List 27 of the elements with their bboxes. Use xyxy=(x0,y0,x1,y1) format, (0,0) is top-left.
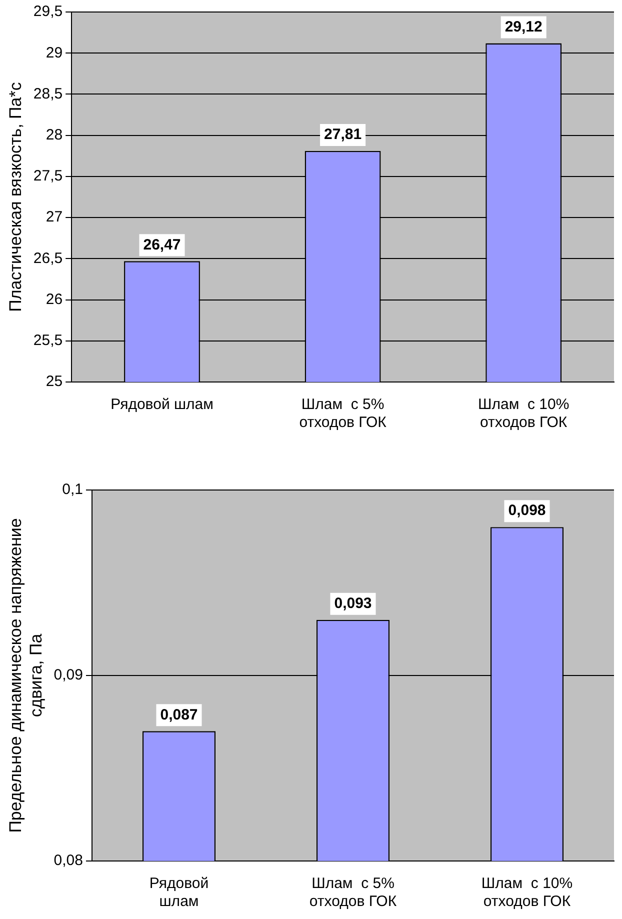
y-tick-label: 29 xyxy=(46,44,63,62)
data-label: 0,087 xyxy=(160,706,198,724)
x-tick-label: Рядовой шлам xyxy=(149,875,209,910)
data-label: 0,093 xyxy=(334,594,372,612)
x-tick-label: Рядовой шлам xyxy=(110,396,214,414)
y-axis-title: Предельное динамическое напряжение сдвига, Па xyxy=(6,518,46,833)
y-tick-label: 26,5 xyxy=(33,250,63,267)
y-tick-label: 26 xyxy=(46,290,63,308)
y-tick-label: 27,5 xyxy=(33,168,63,185)
y-tick-label: 28 xyxy=(46,126,63,144)
data-label: 26,47 xyxy=(143,236,181,254)
y-tick-label: 25,5 xyxy=(33,332,63,350)
data-label: 27,81 xyxy=(324,126,362,144)
y-tick-label: 28,5 xyxy=(33,85,63,102)
x-tick-label: Шлам с 5% отходов ГОК xyxy=(309,875,397,910)
y-tick-label: 25 xyxy=(46,373,63,390)
y-tick-label: 0,08 xyxy=(54,852,83,870)
data-label: 29,12 xyxy=(504,18,542,36)
y-tick-label: 0,1 xyxy=(62,481,83,498)
y-axis-title: Пластическая вязкость, Па*с xyxy=(6,82,25,312)
x-tick-label: Шлам с 10% отходов ГОК xyxy=(481,875,573,910)
y-tick-label: 0,09 xyxy=(54,666,83,684)
x-tick-label: Шлам с 10% отходов ГОК xyxy=(478,396,570,432)
y-tick-label: 29,5 xyxy=(33,3,63,20)
y-tick-label: 27 xyxy=(46,208,63,226)
x-tick-label: Шлам с 5% отходов ГОК xyxy=(299,396,387,432)
data-label: 0,098 xyxy=(508,502,546,520)
